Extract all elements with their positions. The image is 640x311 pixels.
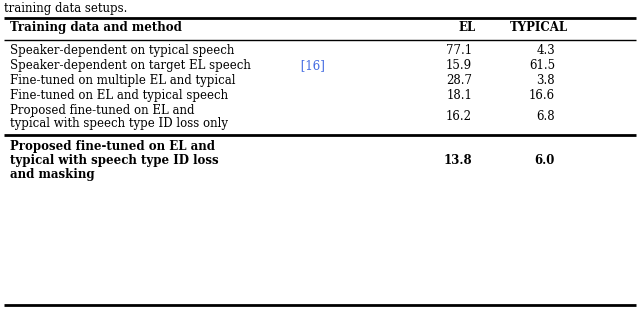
Text: Fine-tuned on EL and typical speech: Fine-tuned on EL and typical speech xyxy=(10,89,228,102)
Text: typical with speech type ID loss only: typical with speech type ID loss only xyxy=(10,117,228,130)
Text: 6.8: 6.8 xyxy=(536,110,555,123)
Text: Speaker-dependent on target EL speech: Speaker-dependent on target EL speech xyxy=(10,59,251,72)
Text: 3.8: 3.8 xyxy=(536,74,555,87)
Text: 6.0: 6.0 xyxy=(534,154,555,167)
Text: Proposed fine-tuned on EL and: Proposed fine-tuned on EL and xyxy=(10,140,215,153)
Text: EL: EL xyxy=(458,21,476,34)
Text: 16.6: 16.6 xyxy=(529,89,555,102)
Text: training data setups.: training data setups. xyxy=(4,2,127,15)
Text: typical with speech type ID loss: typical with speech type ID loss xyxy=(10,154,219,167)
Text: 77.1: 77.1 xyxy=(446,44,472,57)
Text: 28.7: 28.7 xyxy=(446,74,472,87)
Text: Speaker-dependent on typical speech: Speaker-dependent on typical speech xyxy=(10,44,234,57)
Text: Proposed fine-tuned on EL and: Proposed fine-tuned on EL and xyxy=(10,104,195,117)
Text: TYPICAL: TYPICAL xyxy=(510,21,568,34)
Text: 4.3: 4.3 xyxy=(536,44,555,57)
Text: and masking: and masking xyxy=(10,168,95,181)
Text: [16]: [16] xyxy=(297,59,325,72)
Text: Fine-tuned on multiple EL and typical: Fine-tuned on multiple EL and typical xyxy=(10,74,236,87)
Text: 61.5: 61.5 xyxy=(529,59,555,72)
Text: 18.1: 18.1 xyxy=(446,89,472,102)
Text: 13.8: 13.8 xyxy=(444,154,472,167)
Text: 15.9: 15.9 xyxy=(446,59,472,72)
Text: Training data and method: Training data and method xyxy=(10,21,182,34)
Text: 16.2: 16.2 xyxy=(446,110,472,123)
